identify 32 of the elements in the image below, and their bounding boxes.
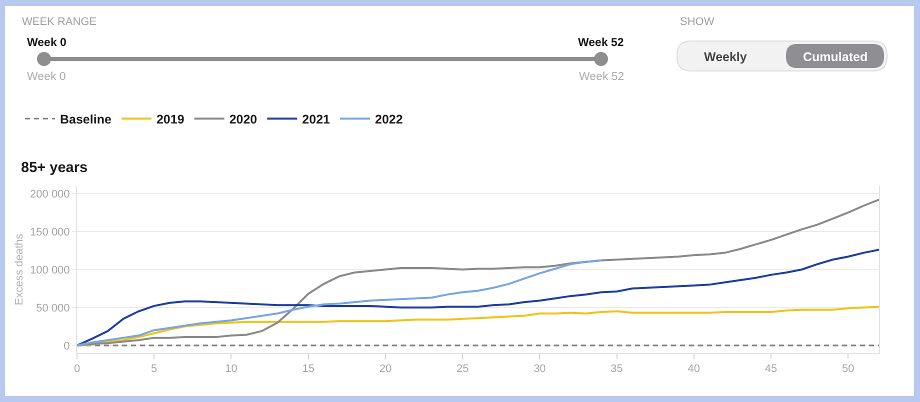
legend-label: 2022 — [375, 112, 403, 126]
text: Week 0 — [27, 37, 66, 49]
text: Cumulated — [803, 50, 868, 64]
text: Week 0 — [27, 71, 66, 83]
y-tick-label: 0 — [64, 340, 70, 352]
x-tick-label: 35 — [610, 363, 623, 376]
y-axis-title: Excess deaths — [14, 233, 26, 306]
text: SHOW — [680, 16, 715, 28]
text: WEEK RANGE — [22, 16, 97, 28]
legend-label: 2020 — [229, 112, 258, 126]
x-tick-label: 45 — [764, 363, 778, 376]
y-tick-label: 50 000 — [36, 302, 70, 314]
y-tick-label: 150 000 — [30, 226, 70, 238]
text: Weekly — [704, 50, 747, 64]
x-tick-label: 15 — [302, 363, 314, 376]
y-tick-label: 200 000 — [30, 188, 70, 200]
x-tick-label: 25 — [456, 363, 469, 376]
text: Week 52 — [579, 71, 624, 83]
legend-label: Baseline — [60, 112, 112, 126]
x-tick-label: 5 — [151, 363, 158, 376]
x-tick-label: 20 — [379, 363, 392, 376]
text: Week 52 — [578, 37, 624, 49]
x-tick-label: 0 — [74, 363, 80, 376]
y-tick-label: 100 000 — [30, 264, 70, 276]
chart-title: 85+ years — [21, 160, 88, 176]
x-tick-label: 10 — [225, 363, 238, 376]
line-series — [77, 259, 602, 346]
x-tick-label: 50 — [842, 363, 854, 376]
x-tick-label: 40 — [688, 363, 700, 376]
x-tick-label: 30 — [534, 363, 546, 376]
legend-label: 2019 — [156, 112, 184, 126]
legend-label: 2021 — [302, 112, 330, 126]
